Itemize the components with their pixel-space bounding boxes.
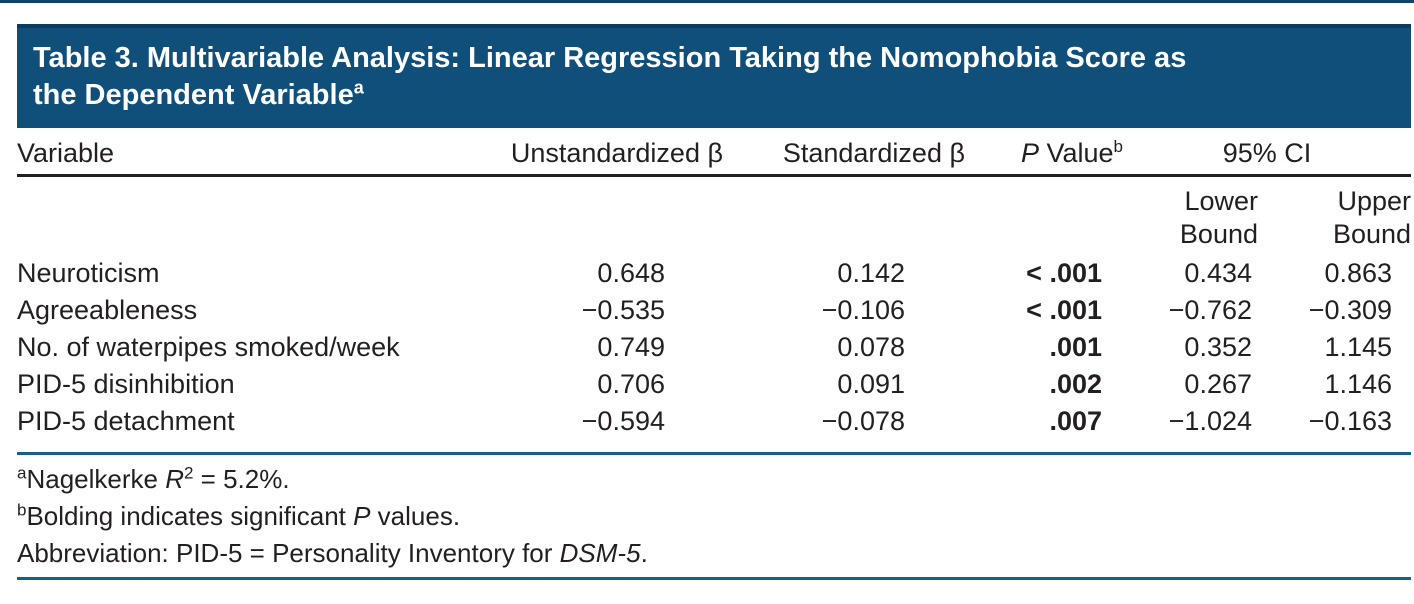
col-subheader-upper-bound: Upper Bound	[1332, 186, 1412, 249]
cell-p-value: .007	[1049, 406, 1102, 436]
rule-above-footnotes	[17, 452, 1411, 455]
table-row: No. of waterpipes smoked/week 0.749 0.07…	[17, 329, 1411, 366]
footnote-a-r-italic: R	[165, 464, 184, 494]
cell-standardized-beta: −0.078	[821, 406, 905, 436]
cell-p-value: < .001	[1026, 295, 1102, 325]
cell-ci-lower: 0.352	[1184, 332, 1252, 362]
cell-unstandardized-beta: 0.648	[597, 258, 665, 288]
table-title-line2: the Dependent Variablea	[33, 77, 1395, 114]
cell-ci-upper: 1.145	[1324, 332, 1393, 362]
col-subheader-lower-bound: Lower Bound	[1179, 186, 1258, 249]
table-title-line1: Table 3. Multivariable Analysis: Linear …	[33, 42, 1187, 74]
p-value-italic-p: P	[1020, 138, 1039, 168]
footnote-a: aNagelkerke R2 = 5.2%.	[17, 461, 1411, 498]
empty-cell	[450, 176, 723, 256]
table-row: Neuroticism 0.648 0.142 < .001 0.434 0.8…	[17, 255, 1411, 292]
footnotes: aNagelkerke R2 = 5.2%. bBolding indicate…	[17, 455, 1411, 572]
cell-ci-upper: −0.309	[1308, 295, 1393, 325]
table-row: PID-5 disinhibition 0.706 0.091 .002 0.2…	[17, 366, 1411, 403]
cell-p-value: .001	[1049, 332, 1102, 362]
regression-table: Variable Unstandardized β Standardized β…	[17, 128, 1412, 440]
footnote-b-text-end: values.	[370, 501, 461, 531]
empty-cell	[17, 176, 450, 256]
footnote-a-value: = 5.2%.	[193, 464, 290, 494]
col-header-p-value: P Valueb	[965, 128, 1123, 177]
col-header-standardized-beta: Standardized β	[723, 128, 965, 177]
cell-standardized-beta: 0.142	[837, 258, 905, 288]
abbreviation-dsm-italic: DSM-5	[559, 538, 641, 568]
cell-p-value: .002	[1049, 369, 1102, 399]
page-top-rule	[0, 0, 1414, 3]
cell-variable: Agreeableness	[17, 295, 198, 325]
cell-ci-lower: 0.434	[1184, 258, 1252, 288]
cell-p-value: < .001	[1026, 258, 1102, 288]
col-header-95ci: 95% CI	[1123, 128, 1412, 177]
footnote-b-marker: b	[17, 500, 27, 520]
cell-ci-lower: 0.267	[1184, 369, 1252, 399]
cell-variable: PID-5 disinhibition	[17, 369, 235, 399]
cell-standardized-beta: −0.106	[821, 295, 905, 325]
cell-unstandardized-beta: 0.706	[597, 369, 665, 399]
footnote-b-text: Bolding indicates significant	[26, 501, 354, 531]
footnote-abbreviation: Abbreviation: PID-5 = Personality Invent…	[17, 535, 1411, 572]
cell-unstandardized-beta: −0.594	[581, 406, 665, 436]
footnote-b: bBolding indicates significant P values.	[17, 498, 1411, 535]
empty-cell	[723, 176, 965, 256]
rule-bottom	[17, 577, 1411, 580]
cell-variable: No. of waterpipes smoked/week	[17, 332, 400, 362]
p-value-label: Value	[1038, 138, 1114, 168]
empty-cell	[965, 176, 1123, 256]
cell-ci-lower: −0.762	[1168, 295, 1252, 325]
ci-subheader-row: Lower Bound Upper Bound	[17, 176, 1411, 256]
footnote-a-squared: 2	[183, 463, 194, 483]
cell-ci-lower: −1.024	[1168, 406, 1252, 436]
abbreviation-text: Abbreviation: PID-5 = Personality Invent…	[17, 538, 560, 568]
cell-ci-upper: 1.146	[1324, 369, 1393, 399]
col-header-unstandardized-beta: Unstandardized β	[450, 128, 723, 177]
footnote-a-marker: a	[17, 463, 27, 483]
table-row: PID-5 detachment −0.594 −0.078 .007 −1.0…	[17, 403, 1411, 440]
cell-standardized-beta: 0.078	[837, 332, 905, 362]
cell-ci-upper: 0.863	[1324, 258, 1393, 288]
cell-variable: PID-5 detachment	[17, 406, 235, 436]
footnote-a-text: Nagelkerke	[26, 464, 166, 494]
p-value-footnote-b-marker: b	[1113, 137, 1123, 156]
cell-unstandardized-beta: −0.535	[581, 295, 665, 325]
column-header-row: Variable Unstandardized β Standardized β…	[17, 128, 1412, 177]
cell-ci-upper: −0.163	[1308, 406, 1393, 436]
abbreviation-period: .	[640, 538, 648, 568]
table-title-line2-text: the Dependent Variable	[33, 79, 354, 111]
title-footnote-a-marker: a	[353, 77, 364, 98]
col-header-variable: Variable	[17, 128, 450, 177]
footnote-b-p-italic: P	[353, 501, 371, 531]
cell-unstandardized-beta: 0.749	[597, 332, 665, 362]
cell-standardized-beta: 0.091	[837, 369, 905, 399]
table-title-bar: Table 3. Multivariable Analysis: Linear …	[17, 24, 1411, 128]
table3-figure: Table 3. Multivariable Analysis: Linear …	[17, 24, 1412, 580]
cell-variable: Neuroticism	[17, 258, 160, 288]
table-row: Agreeableness −0.535 −0.106 < .001 −0.76…	[17, 292, 1411, 329]
